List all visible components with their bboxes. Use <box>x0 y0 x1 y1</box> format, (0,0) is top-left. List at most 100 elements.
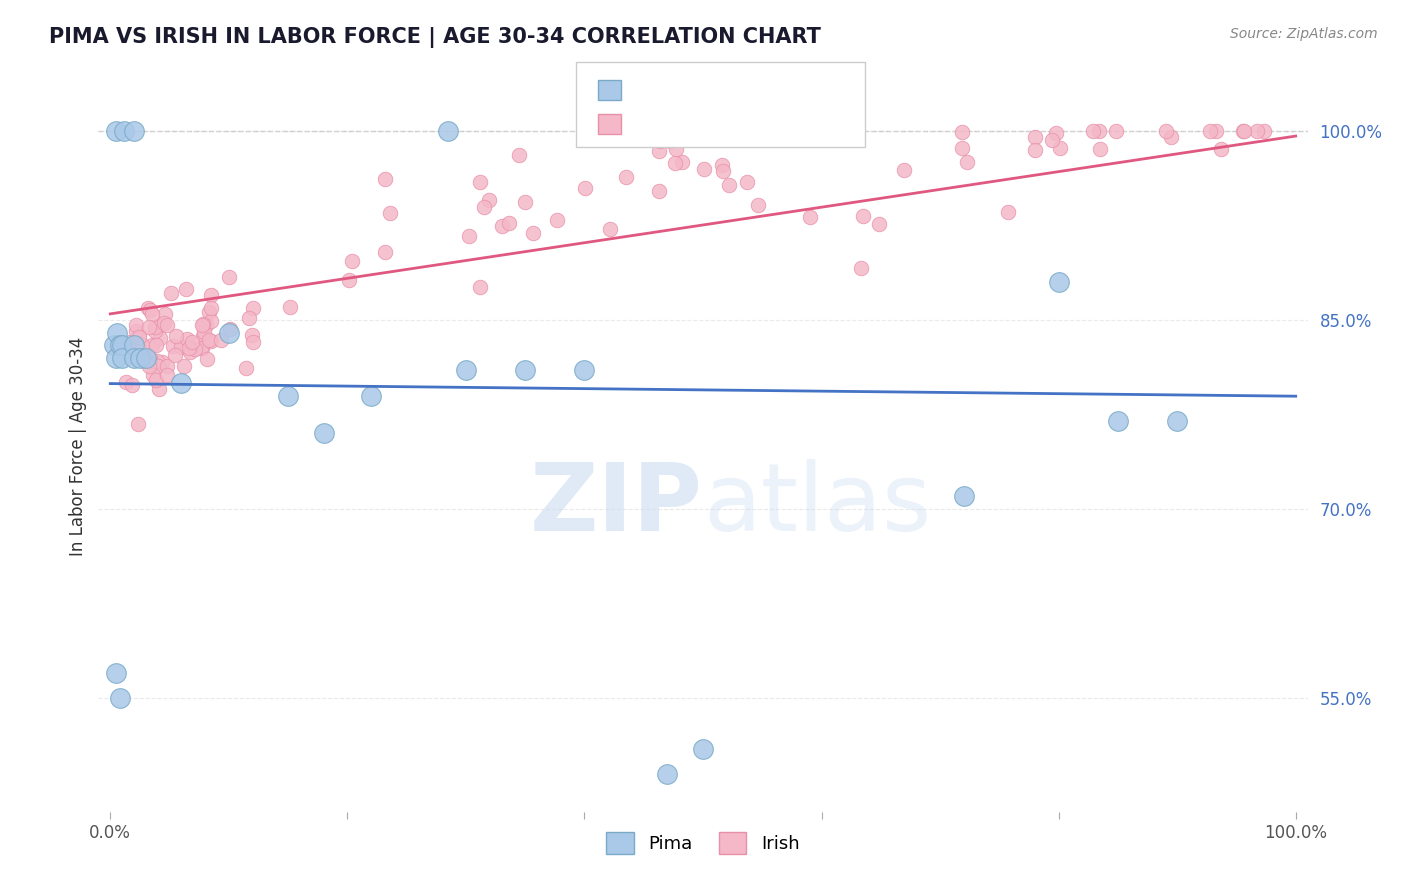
Point <box>730 124 752 138</box>
Point <box>710 158 733 172</box>
Point <box>360 388 382 402</box>
Point <box>692 162 714 177</box>
Point <box>146 354 169 368</box>
Point <box>1105 124 1128 138</box>
Point <box>176 332 198 346</box>
Point <box>711 164 734 178</box>
Point <box>105 326 128 340</box>
Point <box>616 169 638 184</box>
Point <box>108 691 131 706</box>
Point <box>122 124 145 138</box>
Point <box>150 355 173 369</box>
Point <box>138 320 160 334</box>
Point <box>148 359 170 373</box>
Point <box>162 339 184 353</box>
Point <box>458 229 481 244</box>
Point <box>717 178 740 192</box>
Point <box>478 194 501 208</box>
Point <box>664 155 686 169</box>
Point <box>129 351 152 365</box>
Point <box>170 340 193 354</box>
Y-axis label: In Labor Force | Age 30-34: In Labor Force | Age 30-34 <box>69 336 87 556</box>
Point <box>472 200 495 214</box>
Point <box>491 219 513 233</box>
Point <box>692 741 714 756</box>
Point <box>149 331 172 345</box>
Point <box>1045 126 1067 140</box>
Point <box>1166 414 1188 428</box>
Point <box>181 334 204 349</box>
Point <box>997 205 1019 219</box>
Point <box>170 376 193 390</box>
Point <box>665 142 688 156</box>
Point <box>173 359 195 373</box>
Point <box>950 125 973 139</box>
Point <box>238 311 260 326</box>
Point <box>179 345 201 359</box>
Point <box>849 260 872 275</box>
Point <box>574 363 596 377</box>
Point <box>671 155 693 169</box>
Point <box>1024 143 1046 157</box>
Point <box>190 341 212 355</box>
Point <box>868 217 890 231</box>
Point <box>142 368 165 382</box>
Point <box>240 328 263 343</box>
Point <box>679 124 702 138</box>
Point <box>138 351 160 365</box>
Point <box>200 334 222 348</box>
Legend: Pima, Irish: Pima, Irish <box>599 825 807 861</box>
Point <box>141 338 163 352</box>
Point <box>340 253 363 268</box>
Point <box>121 377 143 392</box>
Point <box>508 148 530 162</box>
Point <box>200 314 222 328</box>
Point <box>115 375 138 389</box>
Point <box>135 353 157 368</box>
Text: PIMA VS IRISH IN LABOR FORCE | AGE 30-34 CORRELATION CHART: PIMA VS IRISH IN LABOR FORCE | AGE 30-34… <box>49 27 821 48</box>
Point <box>191 317 214 331</box>
Point <box>1088 124 1111 138</box>
Point <box>1047 275 1070 289</box>
Point <box>235 360 257 375</box>
Point <box>337 273 360 287</box>
Point <box>574 181 596 195</box>
Point <box>658 134 681 148</box>
Text: Source: ZipAtlas.com: Source: ZipAtlas.com <box>1230 27 1378 41</box>
Point <box>599 222 621 236</box>
Point <box>138 359 160 374</box>
Point <box>143 320 166 334</box>
Point <box>312 426 335 441</box>
Point <box>128 329 150 343</box>
Point <box>219 322 242 336</box>
Point <box>194 318 217 333</box>
Text: R =  0.594   N = 135: R = 0.594 N = 135 <box>633 115 835 133</box>
Point <box>218 326 240 340</box>
Point <box>1232 124 1254 138</box>
Point <box>108 338 131 352</box>
Text: atlas: atlas <box>703 458 931 550</box>
Point <box>657 767 679 781</box>
Point <box>374 245 396 260</box>
Point <box>747 198 769 212</box>
Point <box>952 490 974 504</box>
Point <box>277 388 299 402</box>
Point <box>242 335 264 350</box>
Point <box>197 352 219 367</box>
Point <box>200 287 222 301</box>
Point <box>159 286 181 301</box>
Point <box>1160 129 1182 144</box>
Point <box>131 338 153 352</box>
Point <box>785 124 807 138</box>
Point <box>1198 124 1220 138</box>
Point <box>1253 124 1275 138</box>
Point <box>136 301 159 315</box>
Point <box>1233 124 1256 138</box>
Point <box>139 303 162 318</box>
Point <box>1205 124 1227 138</box>
Point <box>1154 124 1177 138</box>
Point <box>193 325 215 339</box>
Point <box>852 209 875 223</box>
Point <box>893 163 915 178</box>
Point <box>650 134 672 148</box>
